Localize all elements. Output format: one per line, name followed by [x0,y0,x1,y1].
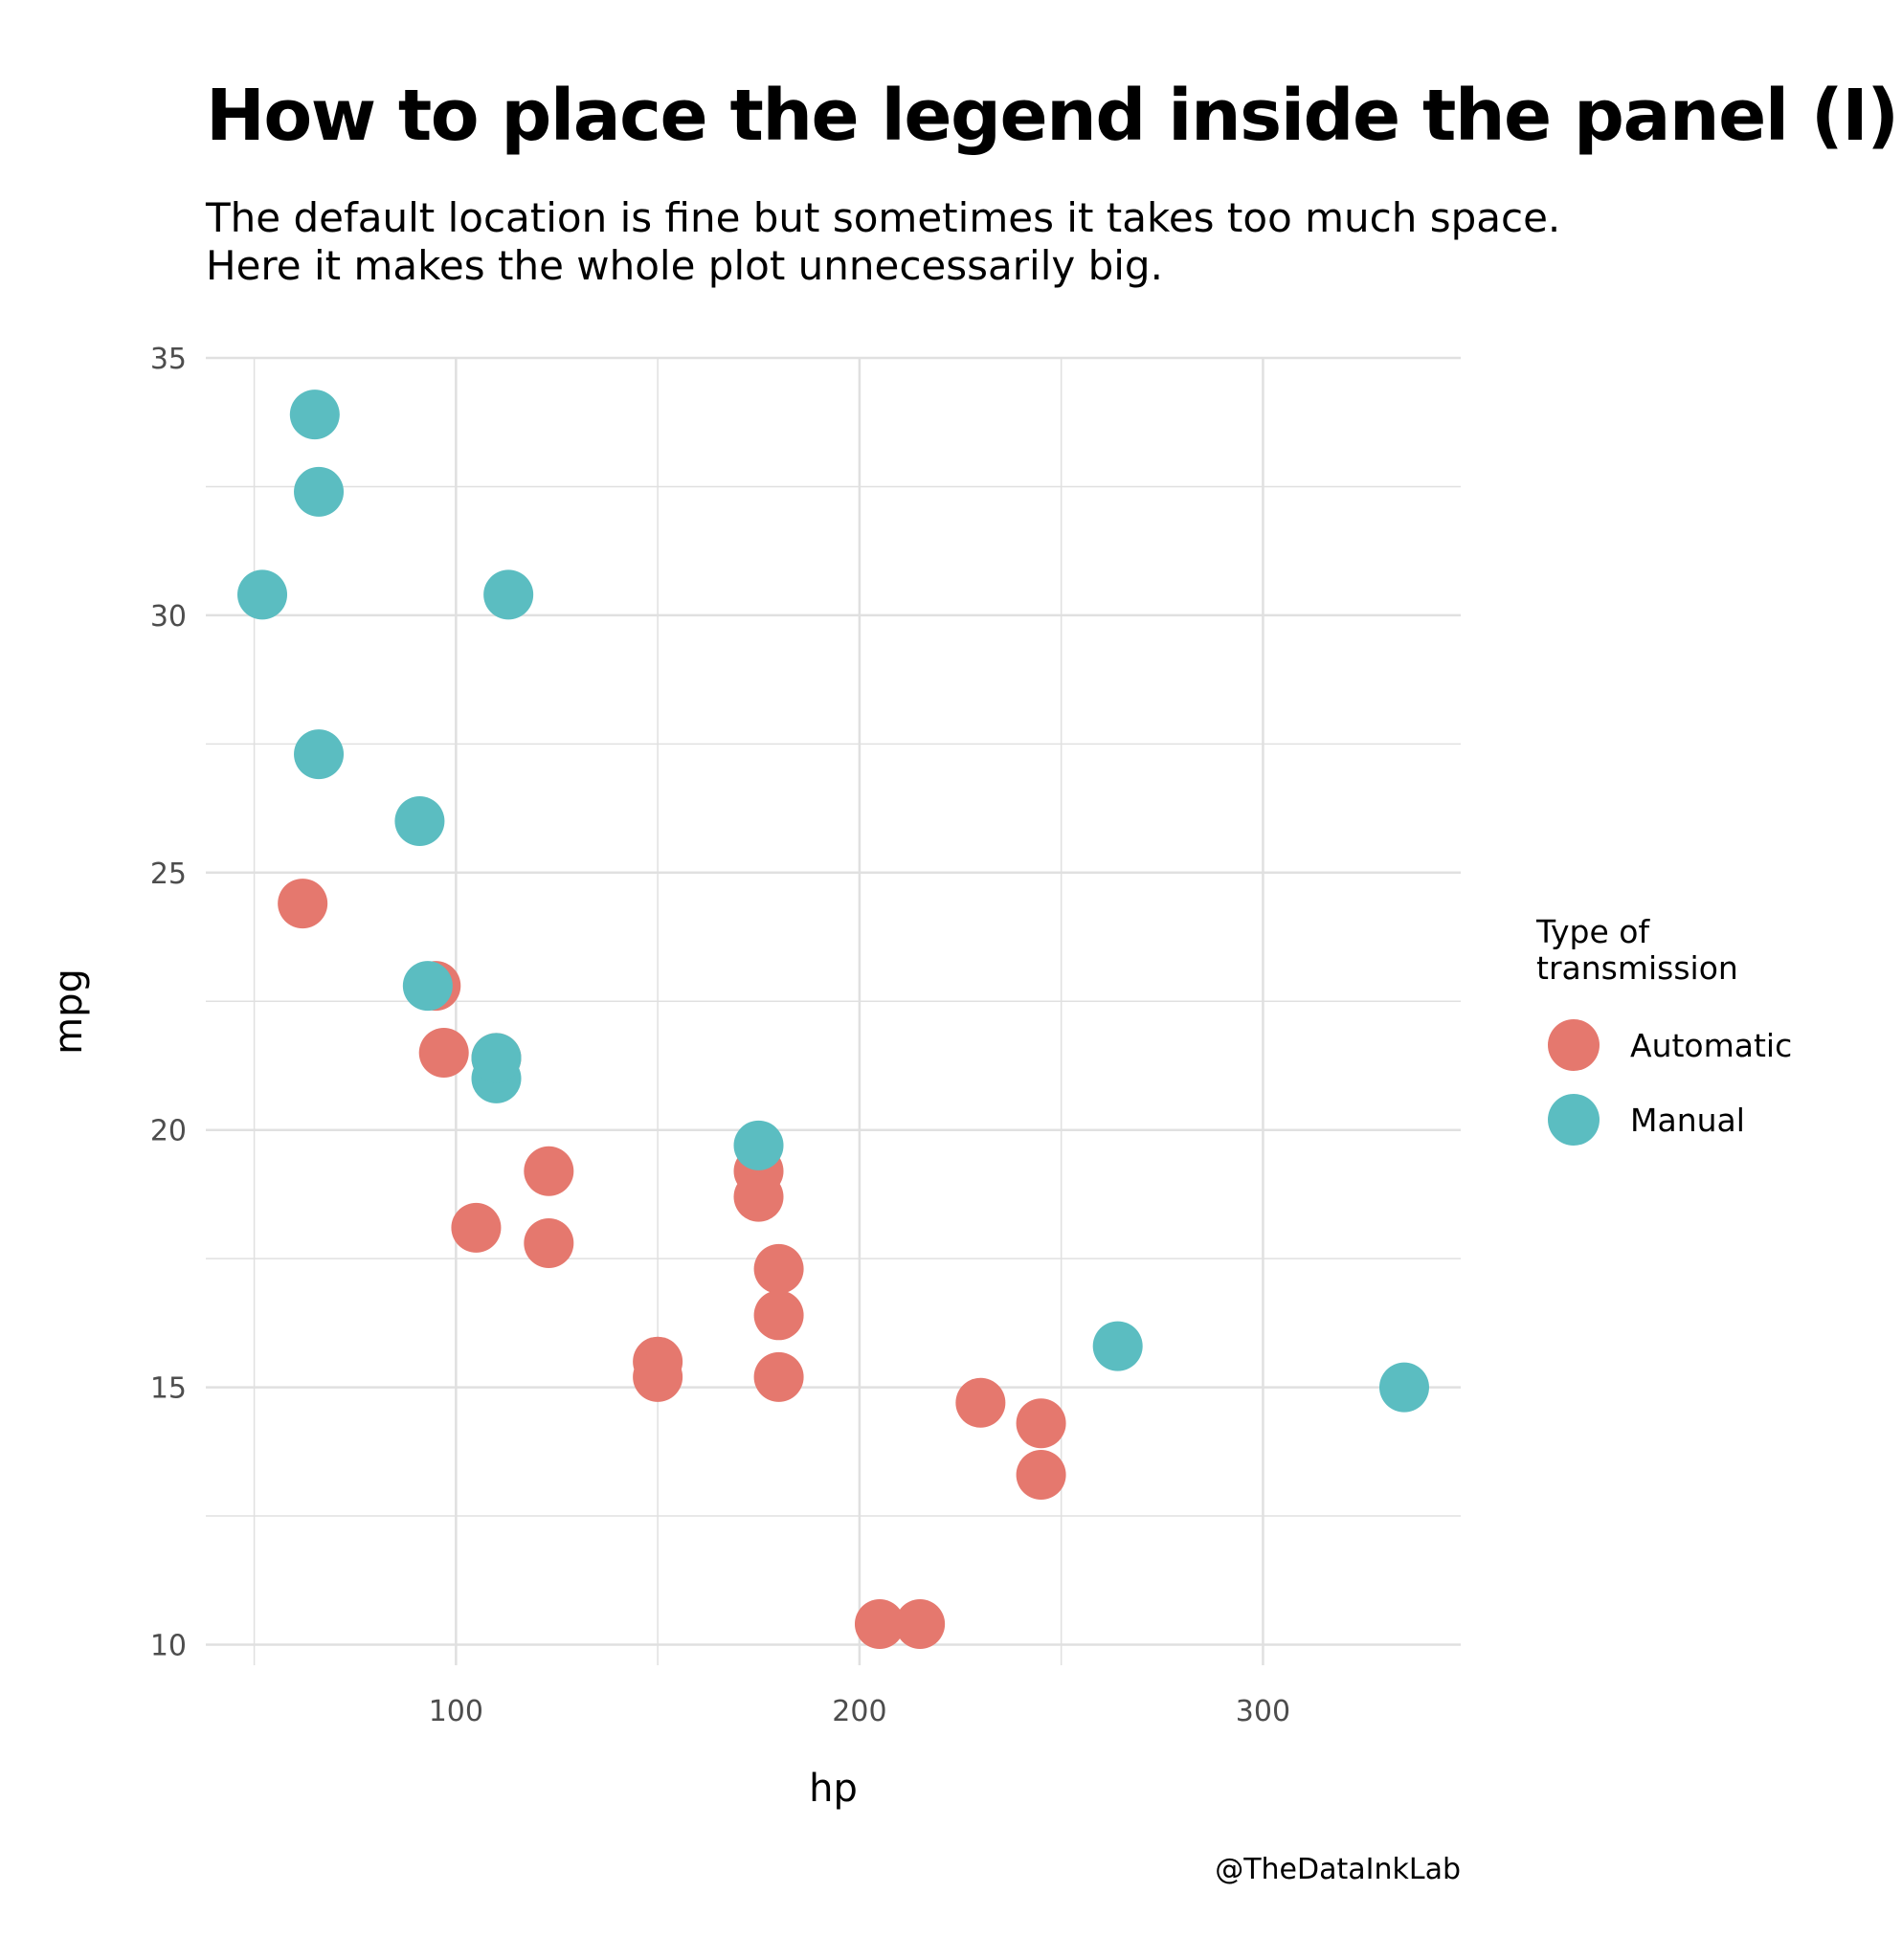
caption: @TheDataInkLab [1215,1853,1461,1886]
legend-item-automatic: Automatic [1536,1008,1804,1082]
legend: Type of transmission Automatic Manual [1536,914,1804,1157]
point-manual [394,796,445,847]
x-axis-title: hp [809,1767,858,1811]
subtitle-line-2: Here it makes the whole plot unnecessari… [206,242,1163,289]
legend-label-manual: Manual [1630,1101,1745,1139]
point-manual [237,569,288,620]
point-automatic [753,1243,804,1294]
point-automatic [278,879,328,929]
y-tick-label: 35 [150,343,187,376]
point-automatic [955,1377,1006,1428]
legend-label-automatic: Automatic [1630,1026,1793,1064]
chart-subtitle: The default location is fine but sometim… [206,194,1560,290]
point-manual [1378,1362,1429,1413]
x-axis-ticks: 100 200 300 [429,1695,1290,1728]
legend-swatch-manual [1548,1094,1600,1146]
point-automatic [524,1218,574,1269]
subtitle-line-1: The default location is fine but sometim… [206,194,1561,241]
point-automatic [895,1598,946,1649]
point-manual [471,1033,522,1083]
point-automatic [524,1146,574,1196]
legend-item-manual: Manual [1536,1082,1804,1157]
point-manual [1092,1321,1143,1371]
point-automatic [1016,1450,1066,1501]
chart-title: How to place the legend inside the panel… [206,75,1899,157]
minor-gridlines [206,358,1461,1665]
x-tick-label: 100 [429,1695,483,1728]
point-manual [294,466,345,517]
y-axis-title: mpg [47,969,91,1055]
y-tick-label: 10 [150,1629,187,1662]
point-automatic [451,1202,502,1253]
point-manual [733,1120,784,1170]
point-manual [402,961,453,1012]
data-points [237,390,1429,1649]
x-tick-label: 200 [832,1695,886,1728]
major-gridlines [206,356,1461,1665]
point-manual [483,569,534,620]
point-automatic [733,1171,784,1222]
point-manual [294,729,345,780]
y-axis-ticks: 10 15 20 25 30 35 [150,343,187,1662]
point-automatic [633,1351,683,1402]
point-automatic [753,1351,804,1402]
point-automatic [854,1598,905,1649]
y-tick-label: 20 [150,1115,187,1148]
point-manual [289,390,340,440]
point-automatic [753,1290,804,1341]
y-tick-label: 15 [150,1372,187,1406]
point-automatic [418,1028,469,1079]
legend-title: Type of transmission [1536,913,1738,987]
y-tick-label: 30 [150,600,187,634]
point-automatic [1016,1398,1066,1449]
legend-swatch-automatic [1548,1019,1600,1071]
y-tick-label: 25 [150,858,187,891]
x-tick-label: 300 [1236,1695,1290,1728]
